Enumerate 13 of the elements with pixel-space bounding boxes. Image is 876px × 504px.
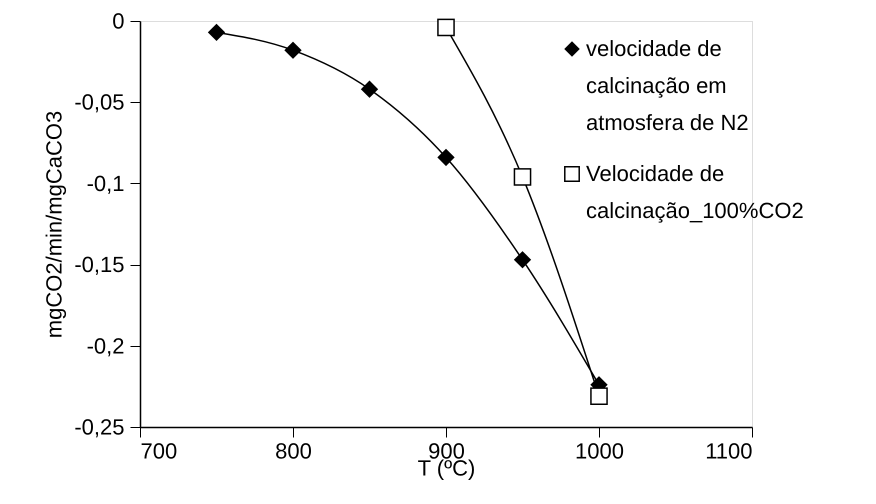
x-tick-label: 800 — [275, 438, 312, 464]
y-tick-label: -0,2 — [86, 333, 124, 358]
legend-label: Velocidade de calcinação_100%CO2 — [586, 161, 804, 223]
x-tick-label: 700 — [140, 438, 178, 464]
y-axis-title: mgCO2/min/mgCaCO3 — [41, 110, 66, 338]
y-tick-label: -0,25 — [74, 414, 124, 440]
y-tick-label: 0 — [112, 8, 124, 34]
legend-label: velocidade de calcinação em atmosfera de N2 — [586, 36, 749, 135]
x-tick-label: 1000 — [575, 438, 624, 464]
y-tick-label: -0,05 — [74, 90, 124, 115]
y-tick-label: -0,15 — [74, 252, 124, 278]
y-tick-label: -0,1 — [86, 170, 124, 196]
x-tick-label: 1100 — [705, 438, 752, 464]
